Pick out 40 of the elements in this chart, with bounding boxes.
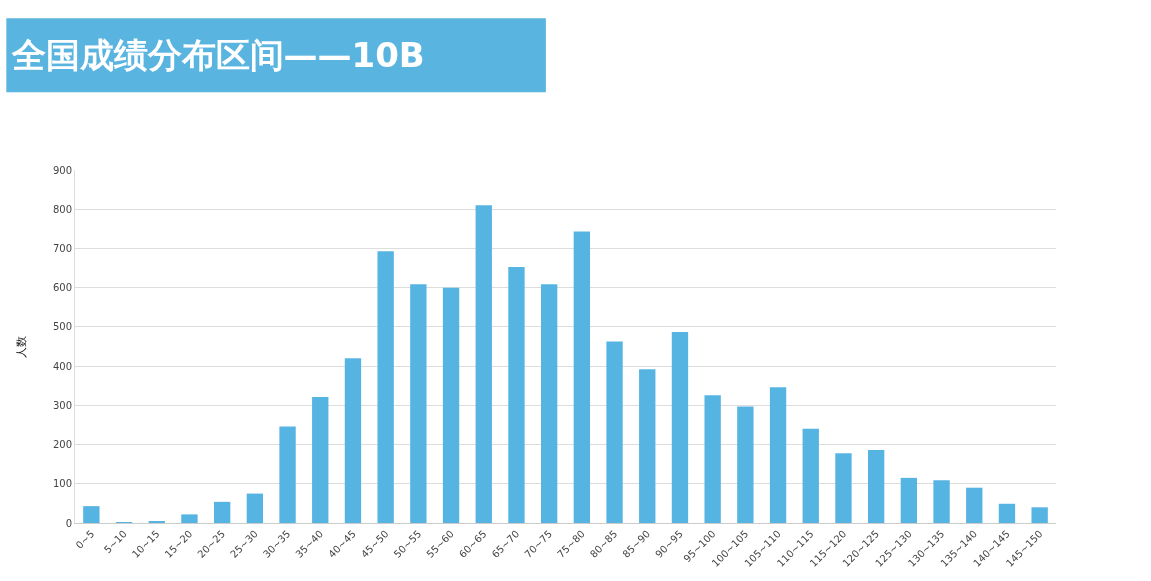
bar xyxy=(344,358,362,523)
bar xyxy=(802,428,819,523)
bar xyxy=(835,453,852,523)
bar xyxy=(508,266,525,523)
bar xyxy=(900,477,918,523)
bar xyxy=(933,480,950,523)
y-tick-label: 300 xyxy=(52,399,72,411)
y-tick-label: 600 xyxy=(52,282,72,294)
bar xyxy=(442,287,460,523)
y-tick-label: 700 xyxy=(52,242,72,254)
bar xyxy=(83,506,100,523)
y-tick-label: 500 xyxy=(52,321,72,333)
y-tick-label: 200 xyxy=(52,439,72,451)
bar xyxy=(639,369,656,523)
bar xyxy=(704,395,721,523)
y-tick-label: 900 xyxy=(52,164,72,176)
bar xyxy=(671,331,689,523)
bar xyxy=(377,251,394,523)
y-tick-label: 800 xyxy=(52,203,72,215)
bar xyxy=(998,503,1016,523)
bar xyxy=(606,341,623,523)
bar xyxy=(966,487,983,523)
y-tick-label: 100 xyxy=(52,478,72,490)
bar xyxy=(737,406,754,523)
bar xyxy=(410,284,427,523)
bar xyxy=(475,205,492,523)
bar xyxy=(769,387,787,523)
bar xyxy=(867,450,885,523)
y-tick-label: 0 xyxy=(65,517,72,529)
bar xyxy=(573,231,591,523)
chart-title: 全国成绩分布区间——10B xyxy=(10,35,425,76)
bar xyxy=(279,426,296,523)
bar xyxy=(540,284,558,523)
bar xyxy=(213,501,231,523)
bar xyxy=(181,514,198,523)
y-axis-title: 人数 xyxy=(14,335,28,358)
y-tick-label: 400 xyxy=(52,360,72,372)
bar xyxy=(246,493,264,523)
bar xyxy=(1031,507,1048,523)
bar xyxy=(312,397,329,523)
